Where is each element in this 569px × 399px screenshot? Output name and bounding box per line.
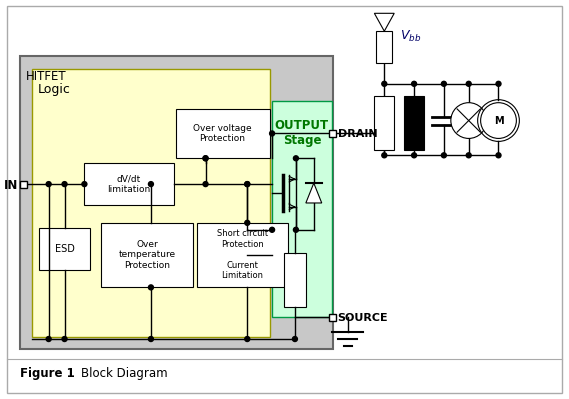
Text: OUTPUT
Stage: OUTPUT Stage xyxy=(275,119,329,146)
Bar xyxy=(20,56,333,349)
Bar xyxy=(32,69,270,337)
Circle shape xyxy=(294,227,298,232)
Bar xyxy=(39,228,90,269)
Circle shape xyxy=(62,336,67,342)
Bar xyxy=(284,253,306,307)
Circle shape xyxy=(203,156,208,161)
Text: Figure 1: Figure 1 xyxy=(20,367,75,380)
Circle shape xyxy=(46,182,51,187)
Text: dV/dt
limitation: dV/dt limitation xyxy=(108,174,151,194)
Text: Short circuit
Protection

Current
Limitation: Short circuit Protection Current Limitat… xyxy=(217,229,268,280)
Circle shape xyxy=(382,81,387,86)
Circle shape xyxy=(292,336,298,342)
Circle shape xyxy=(270,131,275,136)
Circle shape xyxy=(294,156,298,161)
Circle shape xyxy=(382,153,387,158)
Circle shape xyxy=(411,153,417,158)
Text: Over
temperature
Protection: Over temperature Protection xyxy=(118,240,175,269)
Bar xyxy=(176,109,270,158)
Bar xyxy=(374,96,394,150)
Circle shape xyxy=(442,153,446,158)
Text: Logic: Logic xyxy=(38,83,71,96)
Circle shape xyxy=(442,81,446,86)
Circle shape xyxy=(270,227,275,232)
Bar xyxy=(101,223,193,287)
Text: DRAIN: DRAIN xyxy=(337,129,377,140)
Circle shape xyxy=(496,81,501,86)
Polygon shape xyxy=(306,183,321,203)
Text: $V_{bb}$: $V_{bb}$ xyxy=(400,29,422,44)
Circle shape xyxy=(496,153,501,158)
Circle shape xyxy=(481,103,517,138)
Circle shape xyxy=(149,182,154,187)
Bar xyxy=(84,163,174,205)
Text: M: M xyxy=(494,116,504,126)
Circle shape xyxy=(466,153,471,158)
Circle shape xyxy=(203,156,208,161)
Circle shape xyxy=(245,220,250,225)
Circle shape xyxy=(82,182,87,187)
Circle shape xyxy=(411,81,417,86)
Bar xyxy=(329,314,336,321)
Text: Over voltage
Protection: Over voltage Protection xyxy=(193,124,251,143)
Bar xyxy=(376,31,392,63)
Bar xyxy=(329,130,336,137)
Text: IN: IN xyxy=(4,179,18,192)
Circle shape xyxy=(46,336,51,342)
Circle shape xyxy=(203,182,208,187)
Bar xyxy=(197,223,288,287)
Bar xyxy=(20,181,27,188)
Text: Block Diagram: Block Diagram xyxy=(81,367,168,380)
Text: SOURCE: SOURCE xyxy=(337,313,388,323)
Circle shape xyxy=(245,336,250,342)
Bar xyxy=(272,101,332,317)
Circle shape xyxy=(149,285,154,290)
Circle shape xyxy=(62,182,67,187)
Polygon shape xyxy=(374,13,394,31)
Circle shape xyxy=(466,81,471,86)
Text: ESD: ESD xyxy=(55,244,75,254)
Bar xyxy=(404,96,424,150)
Text: HITFET: HITFET xyxy=(26,70,67,83)
Circle shape xyxy=(149,336,154,342)
Circle shape xyxy=(245,182,250,187)
Circle shape xyxy=(451,103,486,138)
Circle shape xyxy=(245,182,250,187)
